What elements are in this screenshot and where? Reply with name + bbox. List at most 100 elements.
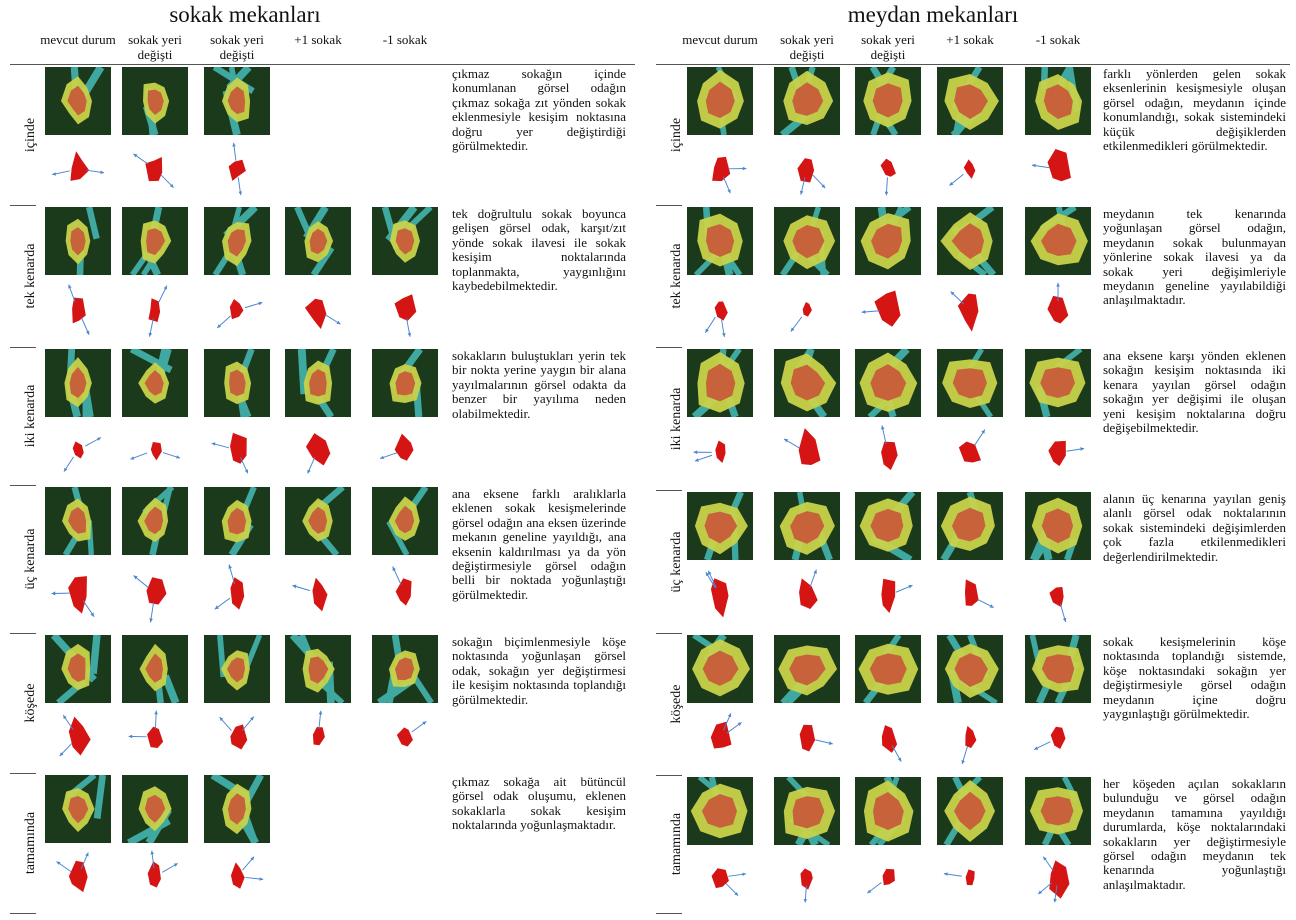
sokak-mekanlari-column-header: +1 sokak: [294, 32, 342, 47]
sokak-mekanlari-row-separator: [10, 485, 36, 486]
visual-focus-diagram: [125, 421, 185, 479]
meydan-mekanlari-column-header: sokak yeri değişti: [780, 32, 834, 62]
sokak-mekanlari-row-label-tamaminda: tamamında: [23, 811, 38, 874]
heatmap-image: [855, 777, 921, 845]
heatmap-image: [204, 349, 270, 417]
heatmap-image: [937, 349, 1003, 417]
visual-focus-diagram: [207, 847, 267, 906]
visual-focus-diagram: [125, 707, 185, 767]
meydan-mekanlari-description-iki-kenarda: ana eksene karşı yönden eklenen sokağın …: [1103, 348, 1286, 436]
meydan-mekanlari-row-label-tamaminda: tamamında: [669, 812, 684, 875]
visual-focus-diagram: [940, 707, 1000, 769]
meydan-mekanlari-column-header: -1 sokak: [1035, 32, 1081, 47]
visual-focus-diagram: [777, 849, 837, 906]
visual-focus-diagram: [940, 849, 1000, 906]
visual-focus-diagram: [690, 849, 750, 906]
sokak-mekanlari-description-kosede: sokağın biçimlenmesiyle köşe noktasında …: [452, 634, 626, 707]
visual-focus-diagram: [288, 279, 348, 341]
sokak-mekanlari-row-separator: [10, 347, 36, 348]
visual-focus-diagram: [858, 564, 918, 627]
visual-focus-diagram: [125, 139, 185, 199]
meydan-mekanlari-row-label-icinde: içinde: [669, 117, 684, 153]
heatmap-image: [45, 207, 111, 275]
visual-focus-diagram: [125, 847, 185, 906]
heatmap-image: [937, 492, 1003, 560]
visual-focus-diagram: [375, 421, 435, 479]
heatmap-image: [774, 777, 840, 845]
heatmap-image: [122, 67, 188, 135]
heatmap-image: [687, 492, 753, 560]
heatmap-image: [204, 775, 270, 843]
meydan-mekanlari-column-header: mevcut durum: [682, 32, 758, 47]
visual-focus-diagram: [125, 559, 185, 627]
visual-focus-diagram: [288, 707, 348, 767]
heatmap-image: [774, 635, 840, 703]
visual-focus-diagram: [777, 279, 837, 341]
meydan-mekanlari-description-tamaminda: her köşeden açılan sokakların bulunduğu …: [1103, 776, 1286, 892]
sokak-mekanlari-bottom-tick: [10, 913, 36, 914]
visual-focus-diagram: [48, 421, 108, 479]
heatmap-image: [204, 487, 270, 555]
meydan-mekanlari-column-header: +1 sokak: [946, 32, 994, 47]
visual-focus-diagram: [207, 421, 267, 479]
heatmap-image: [937, 67, 1003, 135]
sokak-mekanlari-column-header: sokak yeri değişti: [128, 32, 182, 62]
visual-focus-diagram: [48, 139, 108, 199]
meydan-mekanlari-row-separator: [656, 775, 682, 776]
heatmap-image: [774, 492, 840, 560]
heatmap-image: [1025, 777, 1091, 845]
visual-focus-diagram: [858, 849, 918, 906]
heatmap-image: [855, 635, 921, 703]
meydan-mekanlari-row-label-kosede: köşede: [669, 684, 684, 724]
heatmap-image: [372, 349, 438, 417]
visual-focus-diagram: [48, 847, 108, 906]
heatmap-image: [204, 635, 270, 703]
meydan-mekanlari-row-label-tek-kenarda: tek kenarda: [669, 243, 684, 309]
visual-focus-diagram: [125, 279, 185, 341]
heatmap-image: [687, 67, 753, 135]
visual-focus-diagram: [288, 421, 348, 479]
heatmap-image: [1025, 635, 1091, 703]
visual-focus-diagram: [48, 279, 108, 341]
visual-focus-diagram: [207, 707, 267, 767]
heatmap-image: [687, 207, 753, 275]
heatmap-image: [774, 207, 840, 275]
visual-focus-diagram: [1028, 139, 1088, 199]
heatmap-image: [45, 67, 111, 135]
meydan-mekanlari-column-header: sokak yeri değişti: [861, 32, 915, 62]
visual-focus-diagram: [207, 559, 267, 627]
heatmap-image: [774, 67, 840, 135]
sokak-mekanlari-row-separator: [10, 633, 36, 634]
visual-focus-diagram: [207, 139, 267, 199]
meydan-mekanlari-bottom-tick: [656, 913, 682, 914]
sokak-mekanlari-row-label-iki-kenarda: iki kenarda: [23, 384, 38, 448]
meydan-mekanlari-header-rule: [656, 64, 1290, 65]
visual-focus-diagram: [858, 279, 918, 341]
visual-focus-diagram: [1028, 564, 1088, 627]
heatmap-image: [45, 775, 111, 843]
sokak-mekanlari-row-label-icinde: içinde: [23, 117, 38, 153]
heatmap-image: [937, 777, 1003, 845]
visual-focus-diagram: [1028, 279, 1088, 341]
visual-focus-diagram: [858, 707, 918, 769]
heatmap-image: [855, 349, 921, 417]
meydan-mekanlari-row-separator: [656, 347, 682, 348]
sokak-mekanlari-row-label-uc-kenarda: üç kenarda: [23, 528, 38, 590]
visual-focus-diagram: [1028, 421, 1088, 484]
heatmap-image: [855, 492, 921, 560]
sokak-mekanlari-column-header: sokak yeri değişti: [210, 32, 264, 62]
heatmap-image: [372, 487, 438, 555]
heatmap-image: [285, 207, 351, 275]
heatmap-image: [1025, 67, 1091, 135]
heatmap-image: [122, 775, 188, 843]
visual-focus-diagram: [690, 564, 750, 627]
visual-focus-diagram: [375, 279, 435, 341]
sokak-mekanlari-description-tek-kenarda: tek doğrultulu sokak boyunca gelişen gör…: [452, 206, 626, 294]
heatmap-image: [122, 349, 188, 417]
visual-focus-diagram: [207, 279, 267, 341]
heatmap-image: [122, 207, 188, 275]
heatmap-image: [45, 349, 111, 417]
heatmap-image: [937, 635, 1003, 703]
sokak-mekanlari-column-header: mevcut durum: [40, 32, 116, 47]
meydan-mekanlari-row-label-uc-kenarda: üç kenarda: [669, 530, 684, 593]
